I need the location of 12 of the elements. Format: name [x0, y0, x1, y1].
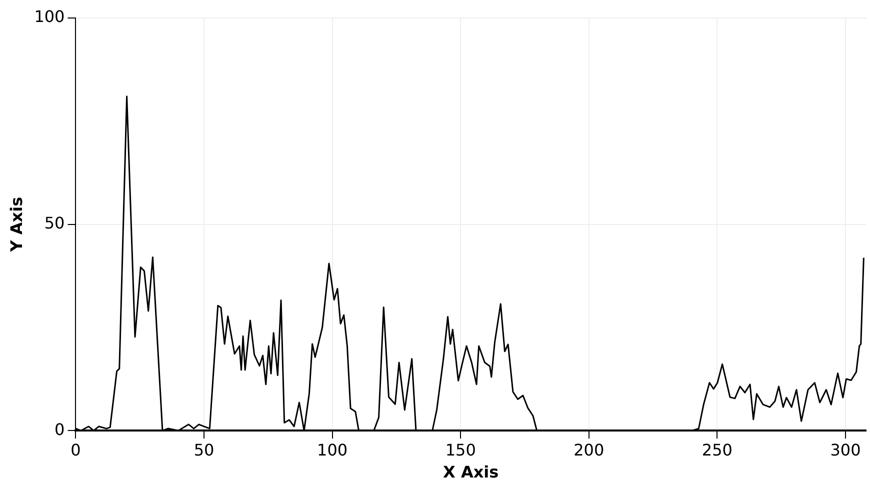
x-tick-label: 250	[702, 440, 732, 460]
x-tick-label: 0	[70, 440, 81, 460]
x-tick-label: 150	[445, 440, 476, 460]
y-axis-title: Y Axis	[6, 196, 26, 253]
x-axis-title: X Axis	[443, 462, 499, 482]
y-tick-label: 50	[44, 213, 65, 232]
x-tick-label: 300	[830, 440, 861, 460]
x-tick-label: 200	[574, 440, 604, 460]
y-tick-label: 100	[34, 7, 65, 26]
x-tick-label: 100	[317, 440, 348, 460]
y-tick-label: 0	[54, 420, 65, 439]
x-tick-label: 50	[194, 440, 214, 460]
